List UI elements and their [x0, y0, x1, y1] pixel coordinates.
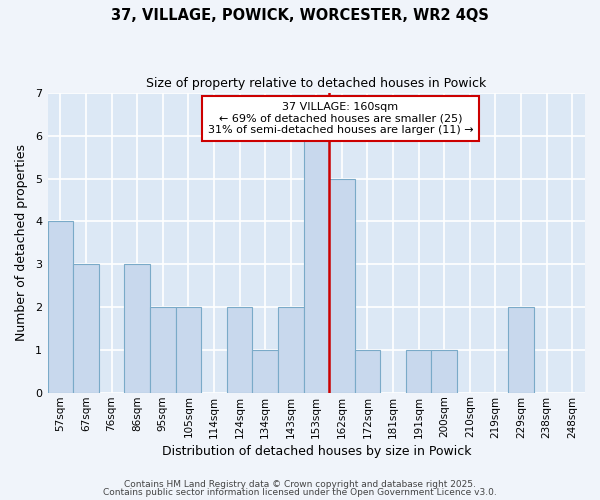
- Bar: [304, 136, 329, 392]
- Bar: [329, 178, 355, 392]
- Bar: [176, 307, 201, 392]
- Bar: [431, 350, 457, 393]
- Bar: [47, 222, 73, 392]
- Text: 37, VILLAGE, POWICK, WORCESTER, WR2 4QS: 37, VILLAGE, POWICK, WORCESTER, WR2 4QS: [111, 8, 489, 22]
- Bar: [150, 307, 176, 392]
- Text: Contains HM Land Registry data © Crown copyright and database right 2025.: Contains HM Land Registry data © Crown c…: [124, 480, 476, 489]
- Bar: [508, 307, 534, 392]
- Bar: [73, 264, 99, 392]
- Bar: [227, 307, 253, 392]
- X-axis label: Distribution of detached houses by size in Powick: Distribution of detached houses by size …: [161, 444, 471, 458]
- Bar: [406, 350, 431, 393]
- Bar: [253, 350, 278, 393]
- Y-axis label: Number of detached properties: Number of detached properties: [15, 144, 28, 342]
- Text: 37 VILLAGE: 160sqm
← 69% of detached houses are smaller (25)
31% of semi-detache: 37 VILLAGE: 160sqm ← 69% of detached hou…: [208, 102, 473, 135]
- Bar: [124, 264, 150, 392]
- Bar: [278, 307, 304, 392]
- Title: Size of property relative to detached houses in Powick: Size of property relative to detached ho…: [146, 78, 487, 90]
- Text: Contains public sector information licensed under the Open Government Licence v3: Contains public sector information licen…: [103, 488, 497, 497]
- Bar: [355, 350, 380, 393]
